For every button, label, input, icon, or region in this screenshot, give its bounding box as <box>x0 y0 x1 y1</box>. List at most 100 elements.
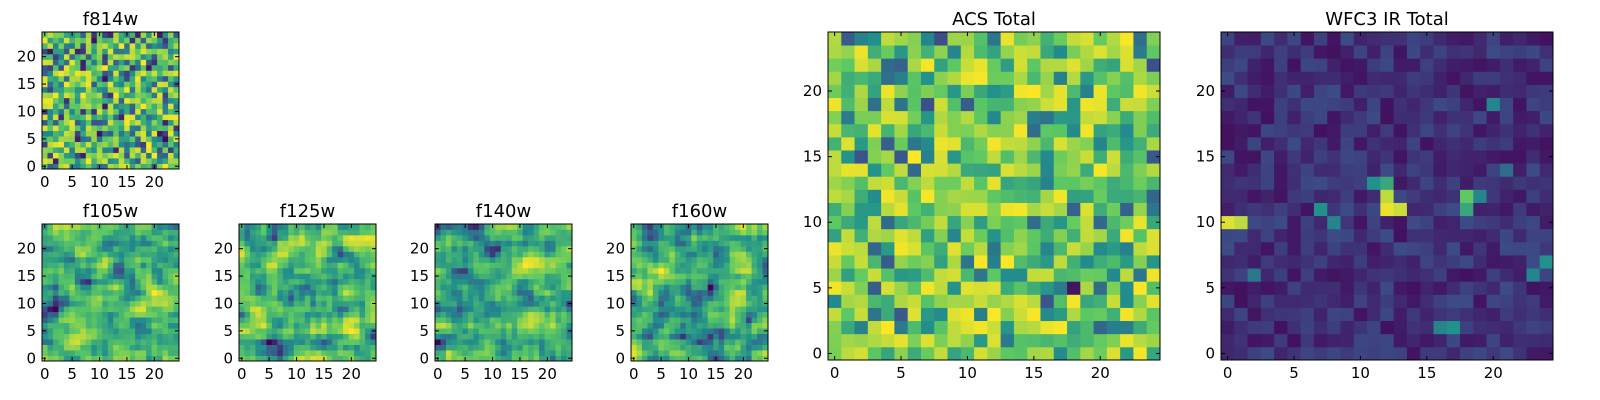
heatmap-cell <box>1499 176 1514 190</box>
heatmap-cell <box>63 333 70 340</box>
heatmap-cell <box>255 267 262 274</box>
heatmap-cell <box>713 278 720 285</box>
heatmap-cell <box>118 125 125 132</box>
heatmap-cell <box>42 295 48 302</box>
heatmap-cell <box>555 289 562 296</box>
heatmap-cell <box>841 123 855 138</box>
heatmap-cell <box>162 32 169 38</box>
heatmap-cell <box>680 284 687 291</box>
heatmap-cell <box>669 328 676 334</box>
heatmap-cell <box>696 224 703 230</box>
heatmap-cell <box>140 251 147 258</box>
heatmap-cell <box>511 229 518 236</box>
heatmap-cell <box>293 278 300 285</box>
heatmap-cell <box>74 317 81 324</box>
heatmap-cell <box>907 71 922 85</box>
heatmap-cell <box>102 267 109 274</box>
heatmap-cell <box>751 278 758 285</box>
heatmap-cell <box>1221 333 1235 348</box>
heatmap-cell <box>1013 84 1028 98</box>
heatmap-cell <box>47 130 54 137</box>
heatmap-cell <box>1420 281 1434 295</box>
heatmap-cell <box>337 251 344 258</box>
heatmap-cell <box>1526 58 1541 72</box>
heatmap-cell <box>63 48 70 55</box>
heatmap-cell <box>680 289 687 296</box>
heatmap-cell <box>1539 71 1554 85</box>
heatmap-cell <box>288 267 295 274</box>
heatmap-cell <box>299 322 306 329</box>
heatmap-cell <box>867 110 882 125</box>
heatmap-cell <box>1000 58 1015 72</box>
heatmap-cell <box>96 130 103 137</box>
heatmap-cell <box>359 333 366 340</box>
heatmap-cell <box>1080 215 1094 230</box>
heatmap-cell <box>987 71 1002 85</box>
heatmap-cell <box>304 256 311 263</box>
heatmap-cell <box>746 339 752 345</box>
heatmap-cell <box>489 295 496 302</box>
heatmap-cell <box>337 273 344 280</box>
x-tick-label: 0 <box>40 365 50 383</box>
heatmap-cell <box>135 141 142 148</box>
heatmap-cell <box>107 147 114 153</box>
heatmap-cell <box>293 295 300 302</box>
heatmap-cell <box>299 306 306 313</box>
heatmap-cell <box>974 333 988 348</box>
heatmap-cell <box>129 163 136 170</box>
heatmap-cell <box>1406 97 1421 112</box>
heatmap-cell <box>947 215 962 230</box>
heatmap-cell <box>162 344 169 351</box>
heatmap-cell <box>85 32 92 38</box>
heatmap-cell <box>495 251 502 258</box>
heatmap-cell <box>1513 307 1527 322</box>
heatmap-cell <box>85 284 92 291</box>
heatmap-cell <box>854 346 869 361</box>
heatmap-cell <box>52 344 59 351</box>
heatmap-cell <box>451 284 458 291</box>
heatmap-cell <box>718 350 725 356</box>
heatmap-cell <box>1513 320 1527 335</box>
heatmap-cell <box>1133 71 1148 85</box>
heatmap-cell <box>337 234 344 241</box>
heatmap-cell <box>631 333 637 340</box>
heatmap-cell <box>440 317 447 324</box>
heatmap-cell <box>533 333 540 340</box>
heatmap-cell <box>1274 97 1288 112</box>
heatmap-cell <box>478 224 485 230</box>
heatmap-cell <box>718 262 725 269</box>
heatmap-cell <box>724 328 731 334</box>
heatmap-cell <box>1486 110 1501 125</box>
heatmap-cell <box>1120 320 1134 335</box>
heatmap-cell <box>157 278 163 285</box>
y-tick-label: 20 <box>17 48 36 66</box>
heatmap-cell <box>841 110 855 125</box>
heatmap-cell <box>58 59 65 66</box>
heatmap-cell <box>718 333 725 340</box>
heatmap-cell <box>456 328 463 334</box>
heatmap-cell <box>500 284 507 291</box>
heatmap-cell <box>974 320 988 335</box>
heatmap-cell <box>1499 320 1514 335</box>
heatmap-cell <box>550 262 556 269</box>
heatmap-cell <box>255 300 262 307</box>
heatmap-cell <box>854 333 869 348</box>
heatmap-cell <box>359 256 366 263</box>
heatmap-cell <box>299 273 306 280</box>
heatmap-cell <box>255 224 262 230</box>
heatmap-cell <box>1000 281 1015 295</box>
heatmap-cell <box>484 278 491 285</box>
heatmap-cell <box>729 339 736 345</box>
heatmap-cell <box>135 147 142 153</box>
heatmap-cell <box>757 322 763 329</box>
heatmap-cell <box>244 355 251 362</box>
heatmap-cell <box>326 333 333 340</box>
heatmap-cell <box>746 267 752 274</box>
heatmap-cell <box>113 328 120 334</box>
heatmap-cell <box>1486 84 1501 98</box>
heatmap-cell <box>1353 97 1368 112</box>
heatmap-cell <box>517 339 524 345</box>
heatmap-cell <box>735 251 741 258</box>
heatmap-cell <box>1053 189 1068 203</box>
heatmap-cell <box>462 245 469 252</box>
